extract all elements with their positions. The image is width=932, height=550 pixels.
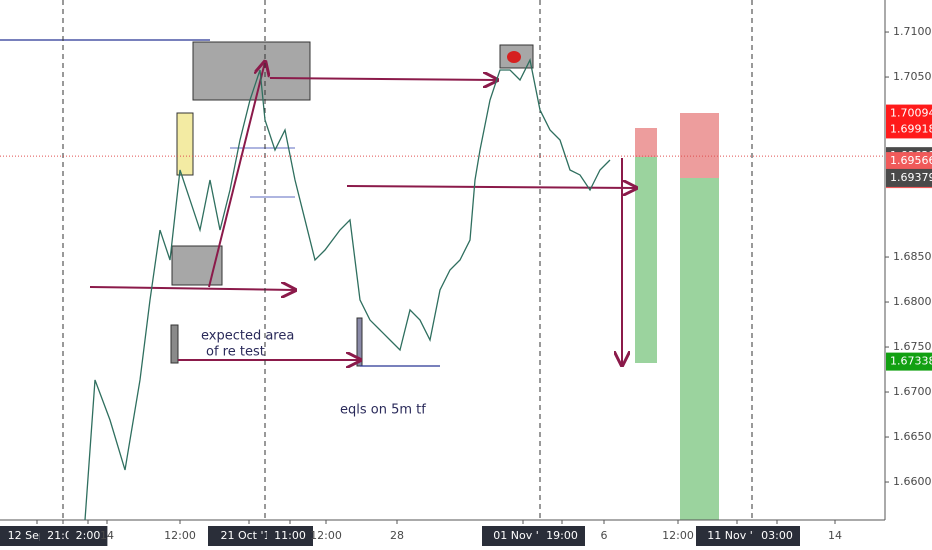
x-tick-label: 6 [601,529,608,542]
price-label: 1.69918 [890,122,932,135]
x-tick-label: 21 Oct '19 [220,529,277,542]
x-tick-label: 14 [828,529,842,542]
price-label: 1.69566 [890,154,932,167]
arrow [269,78,497,80]
x-tick-label: 28 [390,529,404,542]
target-zone [635,157,657,363]
zone-box [176,112,194,176]
price-line [84,58,611,521]
x-label-bg [267,526,313,546]
y-tick-label: 1.66000 [893,475,932,488]
x-label-bg [754,526,800,546]
annotation: expected area [201,329,294,344]
x-tick-label: 11 Nov '19 [707,529,766,542]
price-label-bg [886,120,932,139]
arrow [89,287,295,290]
zone-box [356,317,363,367]
x-tick-label: 14 [100,529,114,542]
price-label-bg [886,168,932,187]
zone-box [192,41,311,101]
y-tick-label: 1.68000 [893,295,932,308]
x-tick-label: 2:00 [76,529,101,542]
x-label-bg [539,526,585,546]
price-label: 1.67338 [890,355,932,368]
annotation: of re test [206,345,265,360]
y-tick-label: 1.67000 [893,385,932,398]
price-label: 1.69379 [890,171,932,184]
price-label-bg [886,152,932,171]
x-tick-label: 12:00 [310,529,342,542]
annotation: eqls on 5m tf [340,403,426,418]
plot-layer [0,39,719,520]
x-tick-label: 19:00 [546,529,578,542]
eye-icon [507,51,521,63]
y-tick-label: 1.66500 [893,430,932,443]
x-tick-label: 03:00 [761,529,793,542]
price-label: 1.70094 [890,107,932,120]
stop-zone [680,113,719,178]
target-zone [680,178,719,520]
x-label-bg [68,526,108,546]
zone-box [170,324,179,364]
y-tick-label: 1.68500 [893,250,932,263]
x-tick-label: 01 Nov '19 [493,529,552,542]
y-tick-label: 1.70500 [893,70,932,83]
x-tick-label: 12:00 [662,529,694,542]
arrows [89,62,636,365]
y-tick-label: 1.71000 [893,25,932,38]
price-label-bg [886,352,932,371]
stop-zone [635,128,657,157]
x-tick-label: 11:00 [274,529,306,542]
x-tick-label: 12:00 [164,529,196,542]
price-label-bg [886,104,932,123]
y-tick-label: 1.67500 [893,340,932,353]
arrow [208,62,265,288]
